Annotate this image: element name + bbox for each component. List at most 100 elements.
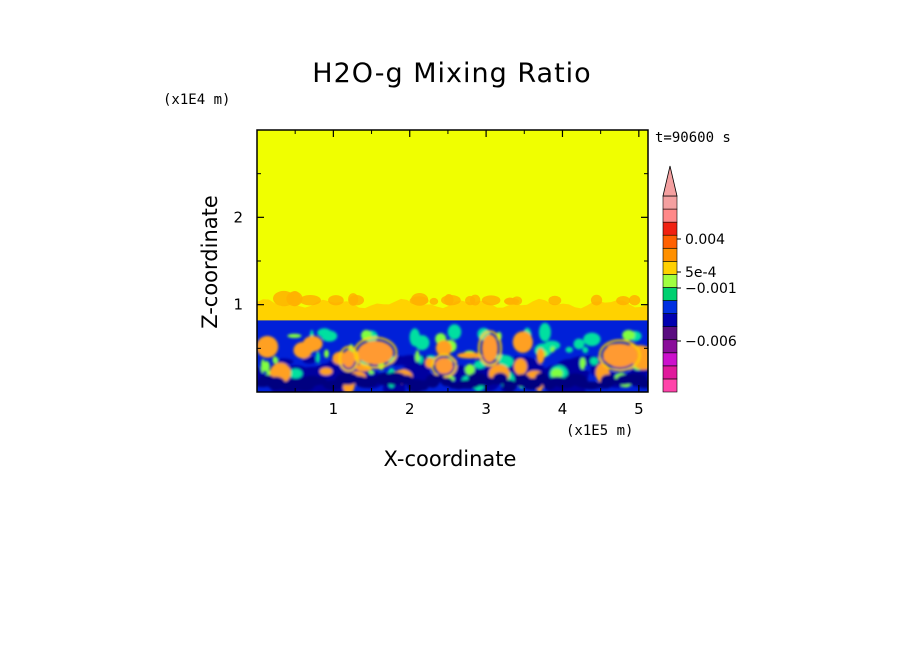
transition-plume — [481, 295, 501, 306]
transition-plume — [328, 295, 344, 306]
turbulence-cell — [293, 341, 313, 359]
turbulence-cell — [435, 340, 452, 357]
turbulence-cell — [447, 324, 462, 340]
turbulence-cell — [543, 340, 561, 351]
turbulence-cell — [465, 363, 475, 376]
transition-plume — [616, 295, 631, 306]
transition-plume — [299, 294, 321, 306]
x-axis-label: X-coordinate — [0, 447, 904, 471]
colorbar-swatch — [662, 287, 678, 301]
turbulence-group — [257, 322, 648, 392]
colorbar-swatch — [662, 247, 678, 262]
turbulence-cell — [565, 346, 573, 353]
colorbar-extend-arrow — [662, 165, 678, 197]
turbulence-cell — [319, 367, 333, 376]
turbulence-cell — [272, 356, 278, 364]
transition-plume — [411, 293, 429, 306]
warm-cell — [602, 343, 637, 368]
turbulence-cell — [287, 333, 302, 338]
x-axis-unit: (x1E5 m) — [566, 423, 634, 439]
colorbar-swatch — [662, 234, 678, 249]
transition-plume — [441, 295, 461, 306]
x-tick-label: 2 — [405, 400, 415, 418]
colorbar-swatch — [662, 326, 678, 341]
transition-plume — [548, 295, 562, 306]
turbulence-cell — [415, 350, 420, 363]
warm-cell-edge — [598, 339, 641, 372]
warm-cell-edge — [353, 336, 398, 369]
turbulence-cell — [418, 355, 424, 364]
turbulence-cell — [550, 346, 555, 353]
lower-layer-region — [257, 320, 648, 392]
x-tick-label: 4 — [558, 400, 568, 418]
colorbar-swatch — [662, 352, 678, 367]
transition-plume — [465, 295, 476, 306]
transition-plume — [504, 297, 516, 305]
x-axis-label-text: X-coordinate — [383, 447, 517, 471]
turbulence-cell — [457, 352, 483, 359]
warm-cell — [435, 357, 454, 374]
surface-eddy — [267, 376, 286, 390]
turbulence-cell — [551, 368, 563, 379]
transition-plume — [628, 294, 641, 306]
z-axis-unit: (x1E4 m) — [163, 92, 231, 108]
colorbar-label: −0.001 — [685, 281, 737, 297]
colorbar-swatch — [662, 208, 678, 223]
transition-band — [257, 290, 648, 321]
turbulence-cell — [324, 349, 329, 359]
colorbar-swatch — [662, 221, 678, 236]
turbulence-cell — [622, 329, 635, 341]
chart-title: H2O-g Mixing Ratio — [312, 58, 592, 89]
turbulence-cell — [538, 322, 551, 342]
warm-cell-edge — [338, 345, 359, 372]
turbulence-cell — [590, 357, 599, 365]
turbulence-cell — [582, 346, 589, 354]
colorbar-label: 5e-4 — [685, 265, 717, 281]
warm-cell — [357, 340, 394, 365]
x-tick-label: 1 — [329, 400, 339, 418]
transition-plume — [429, 297, 439, 305]
z-tick-label: 1 — [233, 296, 243, 314]
transition-plume — [348, 293, 359, 306]
z-axis: 12 — [233, 173, 648, 349]
turbulence-cell — [263, 360, 270, 373]
turbulence-cell — [536, 348, 545, 364]
warm-cell — [481, 334, 498, 363]
x-tick-label: 3 — [481, 400, 491, 418]
transition-plume — [272, 290, 295, 307]
transition-plume — [289, 290, 301, 307]
plot-area — [257, 130, 648, 392]
colorbar: 0.004 5e-4−0.001 −0.006 — [662, 165, 737, 393]
turbulence-cell — [573, 338, 585, 350]
surface-eddy — [502, 379, 517, 392]
time-label: t=90600 s — [655, 130, 731, 146]
turbulence-cell — [315, 351, 320, 364]
colorbar-label: −0.006 — [685, 334, 737, 350]
z-tick-label: 2 — [233, 208, 243, 226]
surface-eddy — [579, 381, 602, 390]
turbulence-cell — [414, 335, 430, 351]
turbulence-cell — [512, 331, 533, 353]
colorbar-swatch — [662, 195, 678, 210]
turbulence-cell — [368, 370, 374, 375]
surface-eddy — [600, 374, 616, 387]
turbulence-cell — [513, 358, 528, 375]
colorbar-swatch — [662, 339, 678, 354]
colorbar-swatch — [662, 378, 678, 393]
surface-eddy — [492, 372, 508, 385]
warm-cell — [342, 349, 355, 368]
colorbar-label: 0.004 — [685, 232, 725, 248]
colorbar-swatch — [662, 261, 678, 275]
transition-band-shape — [257, 298, 648, 321]
colorbar-swatch — [662, 274, 678, 288]
transition-plume — [590, 294, 603, 306]
turbulence-cell — [579, 357, 586, 370]
x-tick-label: 5 — [634, 400, 644, 418]
colorbar-swatch — [662, 313, 678, 327]
x-axis: 1 2 3 4 5 — [294, 130, 644, 418]
turbulence-cell — [317, 328, 332, 338]
turbulence-cell — [257, 335, 279, 358]
turbulence-cell — [583, 332, 601, 347]
